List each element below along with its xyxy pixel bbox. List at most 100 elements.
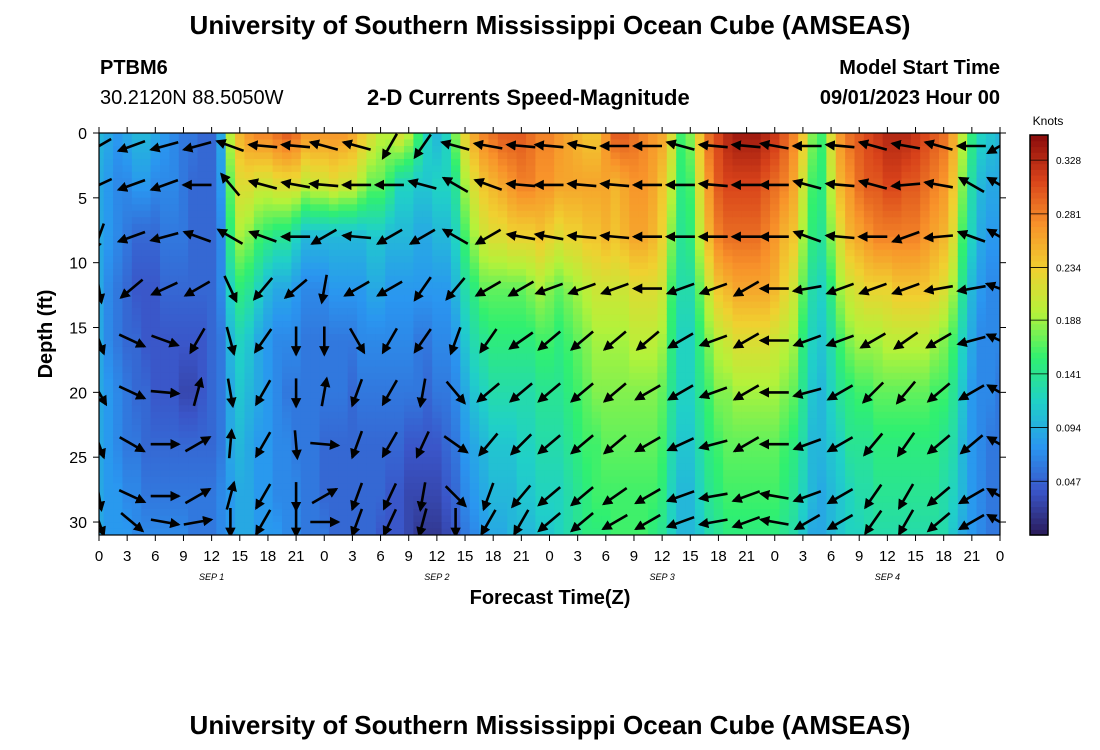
- heatmap-cell: [751, 165, 762, 173]
- heatmap-cell: [244, 334, 255, 342]
- heatmap-cell: [282, 184, 293, 192]
- heatmap-cell: [723, 275, 734, 283]
- heatmap-cell: [282, 437, 293, 445]
- heatmap-cell: [197, 528, 208, 535]
- heatmap-cell: [657, 483, 668, 491]
- heatmap-cell: [244, 437, 255, 445]
- heatmap-cell: [582, 288, 593, 296]
- heatmap-cell: [835, 398, 846, 406]
- heatmap-cell: [160, 184, 170, 192]
- heatmap-cell: [694, 515, 705, 523]
- heatmap-cell: [676, 334, 687, 342]
- heatmap-cell: [497, 353, 508, 361]
- heatmap-cell: [713, 359, 724, 368]
- heatmap-cell: [741, 509, 752, 517]
- heatmap-cell: [563, 171, 574, 179]
- heatmap-cell: [432, 334, 443, 342]
- heatmap-cell: [694, 184, 705, 192]
- heatmap-cell: [807, 359, 818, 368]
- heatmap-cell: [244, 379, 255, 387]
- heatmap-cell: [648, 178, 659, 186]
- heatmap-cell: [835, 392, 846, 400]
- heatmap-cell: [300, 197, 311, 205]
- heatmap-cell: [807, 424, 818, 432]
- heatmap-cell: [206, 340, 217, 348]
- heatmap-cell: [131, 197, 142, 205]
- heatmap-cell: [666, 431, 677, 439]
- heatmap-cell: [685, 321, 696, 329]
- heatmap-cell: [103, 437, 114, 445]
- heatmap-cell: [450, 171, 461, 179]
- heatmap-cell: [694, 282, 705, 290]
- heatmap-cell: [253, 411, 264, 419]
- heatmap-cell: [460, 366, 471, 374]
- heatmap-cell: [375, 133, 386, 141]
- heatmap-cell: [432, 470, 443, 478]
- heatmap-cell: [516, 230, 527, 238]
- heatmap-cell: [394, 217, 405, 225]
- heatmap-cell: [328, 282, 339, 290]
- heatmap-cell: [751, 334, 762, 342]
- heatmap-cell: [507, 405, 518, 413]
- heatmap-cell: [582, 457, 593, 465]
- heatmap-cell: [263, 133, 274, 141]
- heatmap-cell: [741, 522, 752, 530]
- heatmap-cell: [469, 509, 480, 517]
- heatmap-cell: [497, 405, 508, 413]
- heatmap-cell: [751, 243, 762, 251]
- heatmap-cell: [770, 314, 781, 322]
- heatmap-cell: [216, 301, 227, 309]
- heatmap-cell: [347, 515, 358, 523]
- heatmap-cell: [394, 353, 405, 361]
- heatmap-cell: [460, 165, 471, 173]
- heatmap-cell: [319, 405, 330, 413]
- heatmap-cell: [282, 366, 293, 374]
- heatmap-cell: [760, 275, 771, 283]
- heatmap-cell: [263, 171, 274, 179]
- heatmap-cell: [122, 256, 133, 264]
- heatmap-cell: [328, 171, 339, 179]
- heatmap-cell: [103, 385, 114, 393]
- heatmap-cell: [741, 437, 752, 445]
- heatmap-cell: [591, 437, 602, 445]
- heatmap-cell: [319, 398, 330, 406]
- heatmap-cell: [310, 379, 321, 387]
- heatmap-cell: [779, 411, 790, 419]
- heatmap-cell: [300, 236, 311, 244]
- heatmap-cell: [225, 191, 236, 199]
- heatmap-cell: [704, 463, 715, 471]
- heatmap-cell: [798, 145, 809, 154]
- heatmap-cell: [413, 405, 424, 413]
- heatmap-cell: [188, 372, 199, 380]
- heatmap-cell: [300, 366, 311, 374]
- heatmap-cell: [253, 366, 264, 374]
- heatmap-cell: [535, 204, 546, 212]
- heatmap-cell: [169, 372, 180, 380]
- heatmap-cell: [816, 230, 827, 238]
- heatmap-cell: [516, 457, 527, 465]
- heatmap-cell: [526, 256, 537, 264]
- heatmap-cell: [554, 223, 565, 231]
- heatmap-cell: [770, 334, 781, 342]
- heatmap-cell: [122, 359, 133, 368]
- heatmap-cell: [648, 288, 659, 296]
- heatmap-cell: [723, 346, 734, 355]
- heatmap-cell: [328, 405, 339, 413]
- heatmap-cell: [422, 334, 433, 342]
- heatmap-cell: [779, 457, 790, 465]
- heatmap-cell: [272, 236, 283, 244]
- heatmap-cell: [638, 366, 649, 374]
- heatmap-cell: [328, 476, 339, 484]
- heatmap-cell: [319, 437, 330, 445]
- heatmap-cell: [685, 340, 696, 348]
- heatmap-cell: [479, 489, 490, 497]
- heatmap-cell: [131, 457, 142, 465]
- heatmap-cell: [788, 275, 799, 283]
- heatmap-cell: [657, 145, 668, 154]
- heatmap-cell: [648, 184, 659, 192]
- heatmap-cell: [638, 437, 649, 445]
- heatmap-cell: [666, 269, 677, 277]
- heatmap-cell: [460, 178, 471, 186]
- heatmap-cell: [657, 405, 668, 413]
- heatmap-cell: [666, 418, 677, 426]
